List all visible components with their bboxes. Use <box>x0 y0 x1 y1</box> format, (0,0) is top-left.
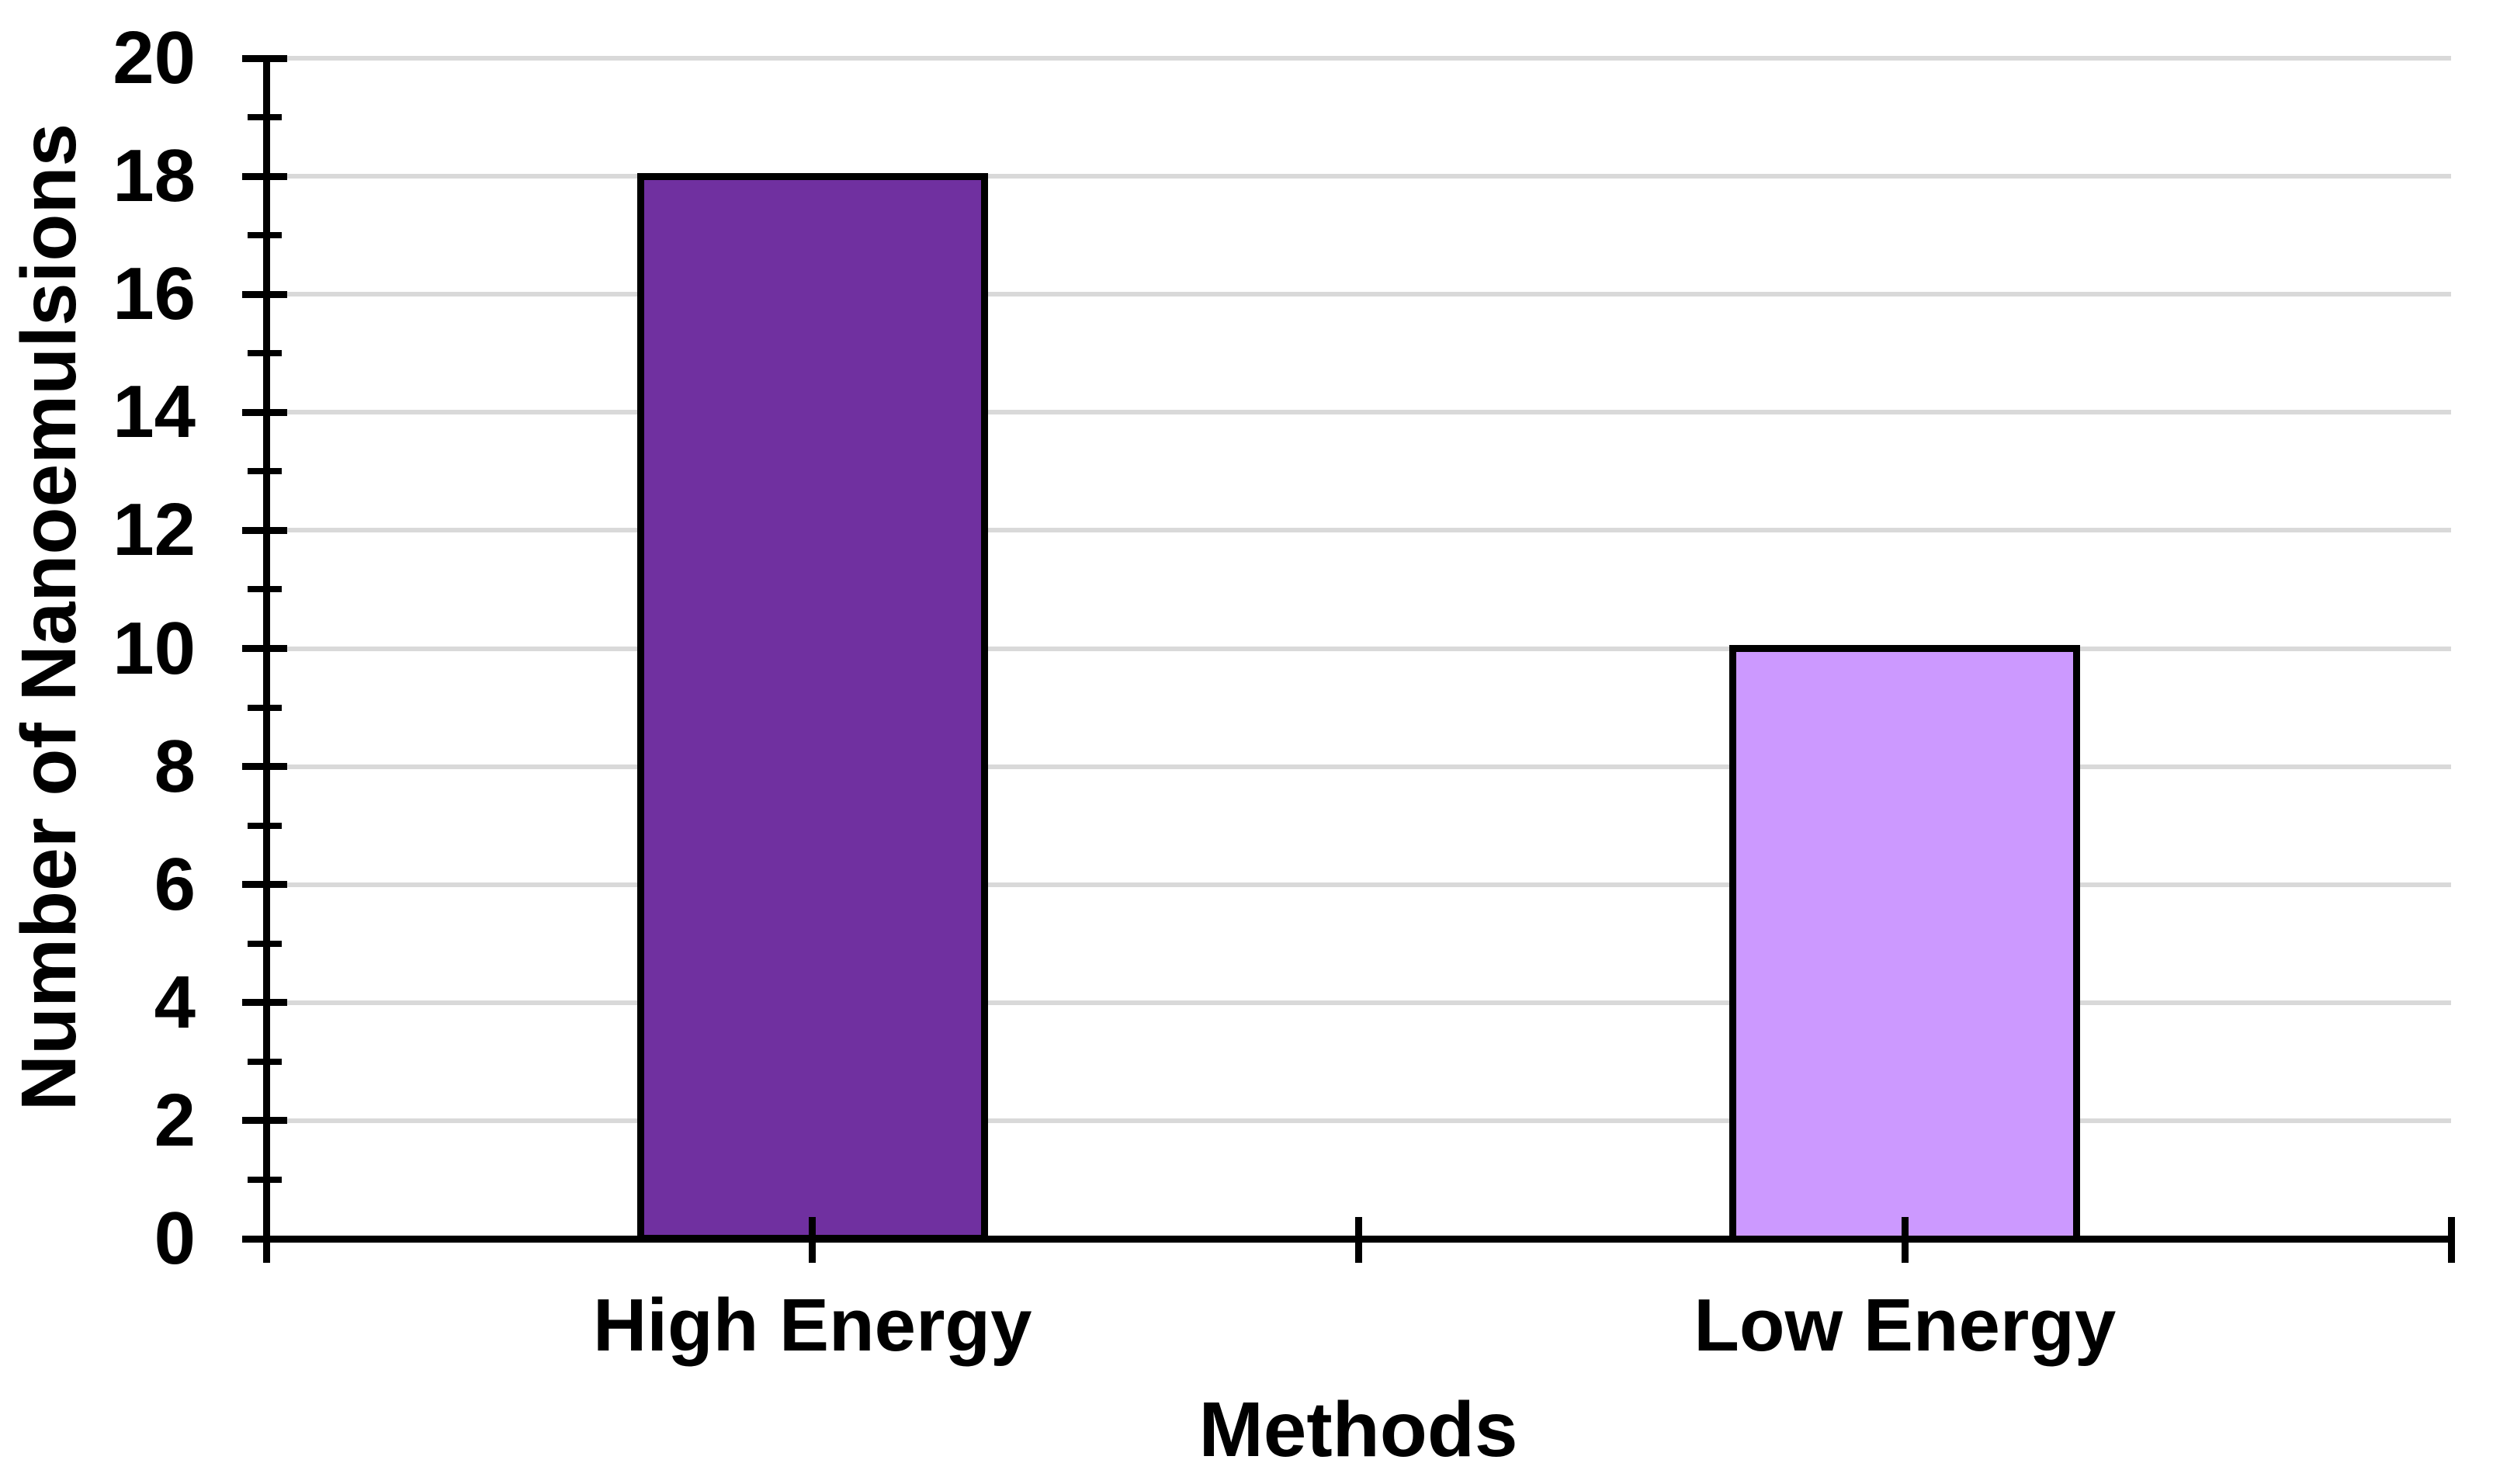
y-tick-major <box>241 290 287 298</box>
gridline <box>266 882 2451 887</box>
x-axis-line <box>241 1235 2455 1243</box>
gridline <box>266 56 2451 61</box>
y-tick-label: 4 <box>154 960 196 1044</box>
gridline <box>266 528 2451 533</box>
y-tick-major <box>241 999 287 1007</box>
y-tick-label: 8 <box>154 724 196 808</box>
x-axis-title: Methods <box>1198 1386 1518 1473</box>
bar-high-energy <box>636 172 988 1243</box>
y-tick-major <box>241 54 287 62</box>
y-tick-minor <box>247 350 282 357</box>
y-tick-minor <box>247 1176 282 1183</box>
gridline <box>266 764 2451 769</box>
y-axis-title-text: Number of Nanoemulsions <box>5 123 92 1111</box>
y-tick-label: 10 <box>113 606 196 690</box>
gridline <box>266 410 2451 415</box>
gridline <box>266 1118 2451 1123</box>
y-tick-minor <box>247 1058 282 1065</box>
y-tick-minor <box>247 822 282 829</box>
gridline <box>266 292 2451 297</box>
y-tick-major <box>241 408 287 416</box>
y-tick-major <box>241 881 287 889</box>
y-axis-line <box>262 54 270 1263</box>
y-tick-minor <box>247 468 282 475</box>
x-tick <box>809 1216 817 1263</box>
y-tick-label: 16 <box>113 252 196 336</box>
gridline <box>266 646 2451 651</box>
y-tick-major <box>241 645 287 652</box>
x-tick <box>1901 1216 1909 1263</box>
y-tick-minor <box>247 114 282 121</box>
y-tick-minor <box>247 586 282 593</box>
y-tick-label: 14 <box>113 370 196 454</box>
y-tick-major <box>241 172 287 180</box>
y-tick-minor <box>247 704 282 711</box>
y-tick-major <box>241 526 287 534</box>
y-tick-label: 6 <box>154 842 196 926</box>
x-tick <box>2447 1216 2455 1263</box>
y-tick-minor <box>247 940 282 947</box>
y-tick-major <box>241 763 287 771</box>
x-tick <box>262 1216 270 1263</box>
gridline <box>266 1000 2451 1005</box>
y-tick-label: 2 <box>154 1078 196 1162</box>
gridline <box>266 174 2451 179</box>
bar-low-energy <box>1729 645 2081 1243</box>
x-category-label-high-energy: High Energy <box>593 1284 1032 1367</box>
y-tick-minor <box>247 232 282 239</box>
y-tick-label: 20 <box>113 16 196 99</box>
x-category-label-low-energy: Low Energy <box>1694 1284 2117 1367</box>
y-tick-major <box>241 1117 287 1125</box>
y-tick-label: 12 <box>113 488 196 572</box>
x-tick <box>1355 1216 1362 1263</box>
y-tick-label: 0 <box>154 1197 196 1280</box>
y-tick-label: 18 <box>113 134 196 218</box>
